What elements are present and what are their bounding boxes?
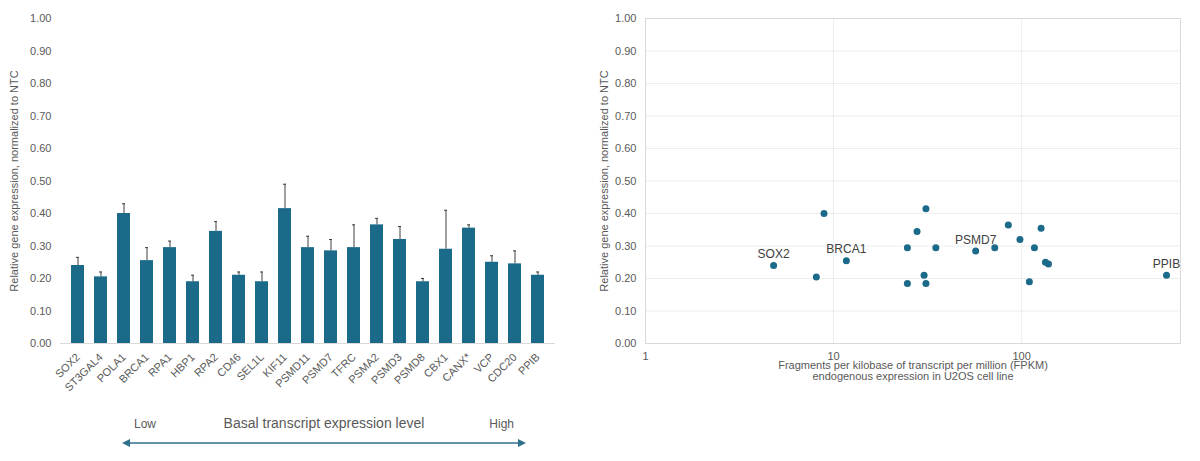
svg-text:VCP: VCP	[471, 350, 496, 376]
svg-text:10: 10	[827, 350, 840, 363]
svg-text:PSMD7: PSMD7	[955, 233, 997, 247]
svg-text:Relative gene expression, norm: Relative gene expression, normalized to …	[8, 70, 20, 291]
svg-text:0.80: 0.80	[30, 77, 51, 89]
svg-text:PSMD3: PSMD3	[368, 350, 404, 386]
svg-text:PSMD7: PSMD7	[300, 351, 335, 386]
svg-text:SOX2: SOX2	[52, 350, 82, 380]
svg-text:CDC20: CDC20	[485, 351, 519, 385]
svg-text:1.00: 1.00	[615, 12, 636, 24]
svg-text:KIF11: KIF11	[260, 350, 289, 380]
svg-text:Fragments per kilobase of tran: Fragments per kilobase of transcript per…	[778, 359, 1048, 382]
svg-text:PSMD8: PSMD8	[392, 351, 427, 386]
svg-text:POLA1: POLA1	[94, 350, 128, 385]
svg-text:0.10: 0.10	[30, 305, 51, 317]
svg-text:0.30: 0.30	[615, 240, 636, 252]
svg-text:0.00: 0.00	[30, 337, 51, 349]
svg-text:SOX2: SOX2	[758, 247, 790, 261]
svg-text:0.90: 0.90	[30, 45, 51, 57]
svg-text:PPIB: PPIB	[1153, 257, 1180, 271]
svg-text:CBX1: CBX1	[421, 350, 450, 380]
svg-text:0.50: 0.50	[30, 175, 51, 187]
svg-text:RPA1: RPA1	[146, 351, 174, 379]
svg-text:ST3GAL4: ST3GAL4	[62, 350, 105, 394]
svg-text:0.70: 0.70	[30, 110, 51, 122]
svg-text:0.00: 0.00	[615, 337, 636, 349]
svg-text:0.90: 0.90	[615, 45, 636, 57]
svg-text:0.20: 0.20	[615, 272, 636, 284]
svg-text:BRCA1: BRCA1	[116, 351, 150, 385]
svg-text:1.00: 1.00	[30, 12, 51, 24]
svg-text:Low: Low	[134, 417, 156, 431]
svg-text:0.50: 0.50	[615, 175, 636, 187]
svg-text:CANX*: CANX*	[440, 350, 474, 384]
svg-text:PPIB: PPIB	[516, 351, 542, 377]
svg-text:Relative gene expression, norm: Relative gene expression, normalized to …	[598, 70, 610, 291]
svg-text:Basal transcript expression le: Basal transcript expression level	[224, 415, 425, 431]
svg-text:0.80: 0.80	[615, 77, 636, 89]
svg-text:0.40: 0.40	[30, 207, 51, 219]
svg-text:SEL1L: SEL1L	[234, 351, 266, 383]
svg-text:0.60: 0.60	[30, 142, 51, 154]
svg-text:100: 100	[1012, 350, 1031, 363]
svg-text:BRCA1: BRCA1	[826, 242, 866, 256]
svg-text:TFRC: TFRC	[328, 350, 358, 380]
svg-text:1: 1	[642, 350, 648, 362]
svg-text:0.70: 0.70	[615, 110, 636, 122]
svg-text:0.30: 0.30	[30, 240, 51, 252]
svg-text:PSMD11: PSMD11	[272, 350, 312, 390]
svg-text:CD46: CD46	[214, 350, 243, 380]
svg-text:High: High	[489, 417, 514, 431]
svg-text:PSMA2: PSMA2	[346, 350, 381, 386]
svg-text:0.60: 0.60	[615, 142, 636, 154]
svg-text:0.10: 0.10	[615, 305, 636, 317]
svg-text:RPA2: RPA2	[192, 351, 220, 379]
svg-text:0.20: 0.20	[30, 272, 51, 284]
svg-text:0.40: 0.40	[615, 207, 636, 219]
svg-text:HBP1: HBP1	[168, 351, 197, 380]
